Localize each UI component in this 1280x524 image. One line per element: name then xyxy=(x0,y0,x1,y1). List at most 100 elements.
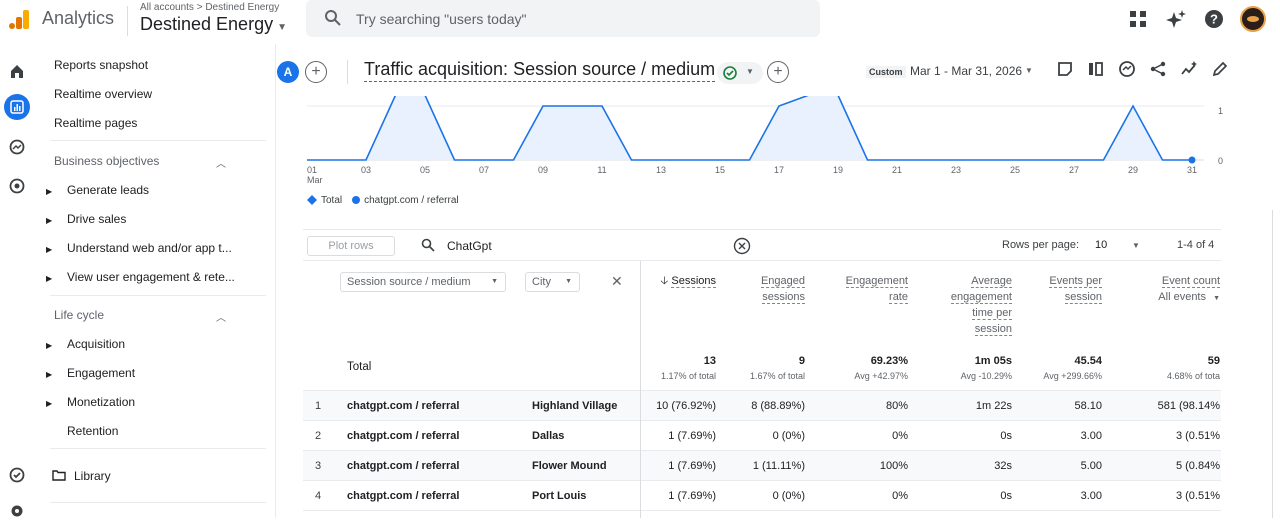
date-range-picker[interactable]: Mar 1 - Mar 31, 2026 xyxy=(910,64,1023,78)
gear-icon[interactable] xyxy=(4,498,30,524)
x-tick-label: 03 xyxy=(361,165,371,175)
account-selector[interactable]: Destined Energy ▼ xyxy=(140,14,287,35)
x-tick-label: 05 xyxy=(420,165,430,175)
legend-item-total[interactable]: Total xyxy=(307,195,342,206)
table-row[interactable]: 4 chatgpt.com / referral Port Louis 1 (7… xyxy=(303,481,1221,511)
nav-business-objectives-heading[interactable]: Business objectives xyxy=(54,154,160,168)
nav-library[interactable]: Library xyxy=(52,469,111,483)
row-engaged: 0 (0%) xyxy=(772,430,805,442)
divider xyxy=(50,140,266,141)
table-row[interactable]: 2 chatgpt.com / referral Dallas 1 (7.69%… xyxy=(303,421,1221,451)
col-header-avg-engagement-time[interactable]: Average engagement time per session xyxy=(950,275,1012,336)
explore-icon[interactable] xyxy=(4,134,30,160)
data-table: Plot rows ChatGpt Rows per page: 10 ▼ 1-… xyxy=(303,229,1221,518)
rows-per-page-select[interactable]: 10 xyxy=(1095,239,1108,251)
trend-sparkle-icon[interactable] xyxy=(1180,60,1198,78)
breadcrumb[interactable]: All accounts > Destined Energy xyxy=(140,2,280,13)
row-engaged: 1 (11.11%) xyxy=(752,460,805,472)
col-header-engaged-sessions[interactable]: Engaged sessions xyxy=(760,275,805,304)
add-button[interactable]: + xyxy=(767,61,789,83)
table-search-input[interactable]: ChatGpt xyxy=(447,239,492,253)
edit-pencil-icon[interactable] xyxy=(1211,60,1229,78)
chevron-down-icon: ▼ xyxy=(746,67,754,76)
nav-view-user-engagement[interactable]: ▶ View user engagement & rete... xyxy=(46,270,235,284)
sparkle-icon[interactable] xyxy=(1164,7,1188,31)
col-header-sessions[interactable]: 🡣 Sessions xyxy=(660,275,716,288)
caret-right-icon: ▶ xyxy=(46,245,53,254)
analytics-logo-icon[interactable] xyxy=(8,8,30,30)
col-header-event-count[interactable]: Event count All events ▼ xyxy=(1158,275,1220,303)
x-tick-label: 17 xyxy=(774,165,784,175)
total-sessions: 13 1.17% of total xyxy=(660,355,716,381)
series-line xyxy=(307,96,1192,161)
nav-realtime-pages[interactable]: Realtime pages xyxy=(54,116,138,130)
report-status-dropdown[interactable]: ▼ xyxy=(717,62,763,84)
clear-search-icon[interactable] xyxy=(733,237,751,255)
nav-drive-sales[interactable]: ▶ Drive sales xyxy=(46,212,127,226)
check-circle-icon[interactable] xyxy=(4,462,30,488)
chevron-up-icon[interactable]: ︿ xyxy=(216,313,226,324)
chevron-down-icon[interactable]: ▼ xyxy=(1132,241,1140,250)
row-time: 1m 22s xyxy=(975,400,1012,412)
help-icon[interactable]: ? xyxy=(1202,7,1226,31)
caret-right-icon: ▶ xyxy=(46,370,53,379)
chevron-down-icon: ▼ xyxy=(1213,295,1220,302)
table-row[interactable]: 3 chatgpt.com / referral Flower Mound 1 … xyxy=(303,451,1221,481)
nav-generate-leads[interactable]: ▶ Generate leads xyxy=(46,183,150,197)
nav-understand-web[interactable]: ▶ Understand web and/or app t... xyxy=(46,241,232,255)
scrollbar[interactable] xyxy=(1272,210,1273,518)
row-source: chatgpt.com / referral xyxy=(347,490,460,502)
nav-life-cycle-heading[interactable]: Life cycle xyxy=(54,308,105,322)
share-icon[interactable] xyxy=(1149,60,1167,78)
avatar[interactable] xyxy=(1240,6,1266,32)
row-engaged: 8 (88.89%) xyxy=(751,400,805,412)
event-filter-select[interactable]: All events ▼ xyxy=(1158,291,1220,303)
comparison-badge[interactable]: A xyxy=(277,61,299,83)
add-comparison-button[interactable]: + xyxy=(305,61,327,83)
table-toolbar: Plot rows ChatGpt Rows per page: 10 ▼ 1-… xyxy=(303,229,1221,261)
apps-grid-icon[interactable] xyxy=(1126,7,1150,31)
chevron-down-icon[interactable]: ▼ xyxy=(1025,66,1033,75)
home-icon[interactable] xyxy=(4,58,30,84)
row-city: Highland Village xyxy=(532,400,618,412)
table-row[interactable]: 1 chatgpt.com / referral Highland Villag… xyxy=(303,391,1221,421)
legend-item-series[interactable]: chatgpt.com / referral xyxy=(352,195,459,206)
check-circle-icon xyxy=(723,66,737,80)
reports-icon[interactable] xyxy=(4,94,30,120)
diamond-marker-icon xyxy=(307,195,317,206)
caret-right-icon: ▶ xyxy=(46,274,53,283)
nav-acquisition[interactable]: ▶ Acquisition xyxy=(46,337,126,351)
total-engagement-rate: 69.23% Avg +42.97% xyxy=(854,355,908,381)
nav-engagement[interactable]: ▶ Engagement xyxy=(46,366,136,380)
nav-realtime-overview[interactable]: Realtime overview xyxy=(54,87,153,101)
advertising-icon[interactable] xyxy=(4,173,30,199)
custom-date-badge: Custom xyxy=(866,66,906,78)
plot-rows-button[interactable]: Plot rows xyxy=(307,236,395,256)
caret-right-icon: ▶ xyxy=(46,216,53,225)
session-line-chart[interactable]: 01 03 05 07 09 11 13 15 17 19 21 23 25 27 29 31 Mar 1 0 xyxy=(300,96,1240,206)
caret-right-icon: ▶ xyxy=(46,187,53,196)
chevron-up-icon[interactable]: ︿ xyxy=(216,159,226,170)
nav-reports-snapshot[interactable]: Reports snapshot xyxy=(54,58,149,72)
y-tick-label: 1 xyxy=(1218,106,1223,116)
search-bar[interactable]: Try searching "users today" xyxy=(306,0,820,37)
nav-retention[interactable]: Retention xyxy=(67,424,119,438)
row-sessions: 10 (76.92%) xyxy=(656,400,716,412)
nav-monetization[interactable]: ▶ Monetization xyxy=(46,395,136,409)
annotation-icon[interactable] xyxy=(1056,60,1074,78)
x-tick-label: 31 xyxy=(1187,165,1197,175)
total-label: Total xyxy=(347,361,372,373)
series-area xyxy=(307,96,1192,160)
dimension-selector-city[interactable]: City ▼ xyxy=(525,272,580,292)
remove-dimension-icon[interactable]: ✕ xyxy=(611,273,623,289)
x-month-label: Mar xyxy=(307,175,323,185)
compare-icon[interactable] xyxy=(1087,60,1105,78)
row-time: 32s xyxy=(994,460,1012,472)
dimension-selector-source[interactable]: Session source / medium ▼ xyxy=(340,272,506,292)
divider xyxy=(50,502,266,503)
search-icon xyxy=(421,238,435,252)
insights-icon[interactable] xyxy=(1118,60,1136,78)
col-header-events-per-session[interactable]: Events per session xyxy=(1049,275,1102,304)
report-title[interactable]: Traffic acquisition: Session source / me… xyxy=(364,59,716,82)
col-header-engagement-rate[interactable]: Engagement rate xyxy=(845,275,908,304)
